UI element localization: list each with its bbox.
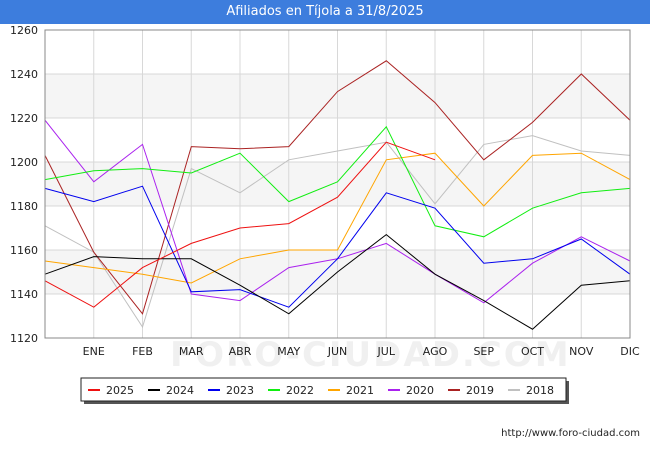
series-line-2022: [44, 125, 631, 238]
x-tick-label: NOV: [569, 345, 594, 358]
x-tick-label: DIC: [620, 345, 640, 358]
x-tick-label: AGO: [423, 345, 448, 358]
legend-items: 2025 2024 2023 2022 2021 2020 2019 2018: [88, 384, 554, 397]
legend-box: [80, 377, 567, 402]
grid-lines: [44, 29, 631, 339]
chart-title: Afiliados en Tíjola a 31/8/2025: [226, 4, 424, 19]
x-tick-label: FEB: [132, 345, 153, 358]
y-tick-label: 1200: [10, 156, 38, 169]
y-tick-label: 1180: [10, 200, 38, 213]
source-url: http://www.foro-ciudad.com: [501, 428, 640, 439]
y-tick-label: 1260: [10, 24, 38, 37]
series-lines: [44, 60, 631, 330]
y-tick-label: 1160: [10, 244, 38, 257]
plot-border: [44, 29, 631, 339]
x-tick-label: ABR: [229, 345, 252, 358]
x-tick-label: JUL: [377, 345, 396, 358]
legend-label-2021: 2021: [346, 384, 374, 397]
legend-label-2024: 2024: [166, 384, 194, 397]
x-tick-label: OCT: [521, 345, 544, 358]
x-tick-label: MAR: [179, 345, 204, 358]
y-axis: 1120 1140 1160 1180 1200 1220 1240 1260: [10, 24, 38, 345]
legend: 2025 2024 2023 2022 2021 2020 2019 2018: [80, 377, 569, 404]
legend-label-2025: 2025: [106, 384, 134, 397]
x-tick-label: SEP: [473, 345, 494, 358]
series-line-2023: [44, 185, 631, 308]
legend-label-2020: 2020: [406, 384, 434, 397]
y-tick-label: 1220: [10, 112, 38, 125]
y-tick-label: 1240: [10, 68, 38, 81]
legend-label-2019: 2019: [466, 384, 494, 397]
x-tick-label: JUN: [327, 345, 348, 358]
series-line-2019: [44, 60, 631, 315]
legend-label-2018: 2018: [526, 384, 554, 397]
watermark: FORO-CIUDAD.COM: [170, 335, 571, 375]
y-tick-label: 1140: [10, 288, 38, 301]
series-line-2021: [44, 152, 631, 284]
series-line-2024: [44, 233, 631, 330]
x-tick-label: MAY: [277, 345, 300, 358]
legend-label-2023: 2023: [226, 384, 254, 397]
x-axis: ENE FEB MAR ABR MAY JUN JUL AGO SEP OCT NOV DIC: [83, 345, 640, 358]
x-tick-label: ENE: [83, 345, 105, 358]
series-line-2018: [44, 135, 631, 329]
series-line-2025: [44, 141, 436, 308]
title-bar: [0, 0, 650, 24]
y-tick-label: 1120: [10, 332, 38, 345]
legend-label-2022: 2022: [286, 384, 314, 397]
